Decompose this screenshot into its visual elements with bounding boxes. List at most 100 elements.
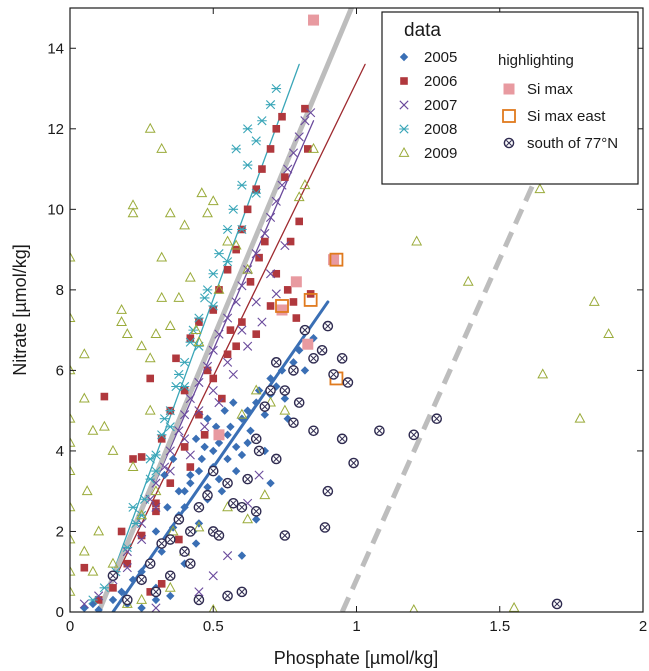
point-si-max [302,338,314,350]
legend-marker-south-of-77-n [503,137,515,149]
point-south-of-77-n [150,586,162,598]
point-2005 [191,434,201,444]
point-south-of-77-n [265,385,276,396]
point-2005 [200,442,209,452]
legend-highlight-title: highlighting [498,52,574,69]
legend-entry-2008: 2008 [399,121,457,138]
point-2006 [255,253,263,262]
point-2005 [300,366,310,375]
point-2009 [116,303,128,314]
point-2006 [289,298,298,306]
point-2009 [70,501,76,512]
point-south-of-77-n [259,401,271,412]
point-south-of-77-n [342,377,354,388]
point-south-of-77-n [122,594,133,606]
point-2009 [136,340,148,351]
legend-label: south of 77°N [527,135,618,152]
point-south-of-77-n [253,445,265,457]
point-2006 [261,237,269,246]
point-2005 [231,466,241,476]
legend-box [381,11,639,185]
point-2009 [242,263,254,274]
point-2006 [166,479,175,487]
point-2006 [258,165,266,173]
point-2005 [108,595,118,605]
point-2006 [223,350,232,359]
point-2007 [251,249,261,259]
point-south-of-77-n [408,429,420,441]
legend-label: 2008 [424,121,457,138]
point-2007 [180,434,190,444]
point-2005 [289,358,298,367]
point-2006 [146,374,155,383]
point-2006 [303,145,312,153]
point-2006 [266,302,275,310]
point-2007 [288,148,299,158]
point-2008 [88,595,98,605]
point-2008 [265,100,276,110]
point-south-of-77-n [322,485,334,497]
point-south-of-77-n [185,558,196,569]
point-south-of-77-n [374,425,385,437]
point-2007 [194,587,204,597]
point-south-of-77-n [551,598,563,610]
point-2006 [200,431,209,439]
point-2008 [202,285,213,295]
point-2009 [173,291,185,302]
point-2007 [202,361,213,371]
legend-entry-2006: 2006 [400,73,457,90]
point-2008 [231,144,241,154]
legend-marker-2008 [399,124,409,134]
point-south-of-77-n [319,522,331,533]
legend-marker-2009 [398,146,410,157]
point-2005 [160,470,169,480]
point-2006 [252,330,261,338]
point-2006 [152,499,160,508]
point-2006 [157,435,166,443]
point-2007 [122,563,132,573]
point-2005 [94,605,103,612]
point-2008 [145,454,156,464]
point-south-of-77-n [336,433,348,445]
point-2006 [223,265,232,274]
point-2009 [259,489,271,500]
series-south-of-77-n [107,320,563,610]
point-south-of-77-n [322,320,334,332]
series-si-max [213,14,340,441]
point-2008 [165,406,176,416]
point-2009 [308,142,319,153]
point-2009 [78,392,90,403]
point-2006 [266,145,275,153]
y-tick-label: 8 [56,282,64,299]
x-tick-label: 2 [639,618,647,635]
point-2009 [603,328,615,339]
point-2008 [139,494,150,504]
point-2005 [231,442,241,452]
point-2006 [272,269,281,278]
point-2005 [168,454,178,464]
point-2009 [534,183,546,194]
point-2007 [257,317,267,327]
point-2007 [180,410,190,420]
point-2009 [70,565,76,576]
point-2005 [80,603,89,612]
point-2005 [166,591,175,601]
point-2005 [266,374,275,383]
point-2009 [167,525,179,536]
point-2007 [194,377,204,388]
point-2006 [146,588,155,596]
y-tick-label: 12 [47,121,64,138]
point-2006 [186,334,195,342]
point-2005 [174,487,184,496]
point-2007 [237,281,247,291]
point-2005 [220,406,229,415]
point-2008 [228,204,239,214]
point-south-of-77-n [193,502,205,513]
point-2007 [280,240,290,251]
point-2007 [231,297,241,307]
point-2008 [208,301,219,311]
point-2006 [272,125,281,133]
point-2009 [144,404,156,415]
point-2005 [186,470,195,480]
legend-title: data [404,20,441,41]
